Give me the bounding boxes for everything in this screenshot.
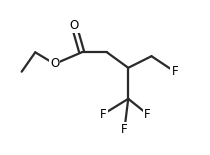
Text: F: F — [144, 108, 151, 121]
Text: F: F — [171, 65, 178, 78]
Text: F: F — [121, 123, 128, 136]
Text: O: O — [69, 19, 79, 32]
Text: O: O — [50, 58, 59, 70]
Text: F: F — [100, 108, 106, 121]
